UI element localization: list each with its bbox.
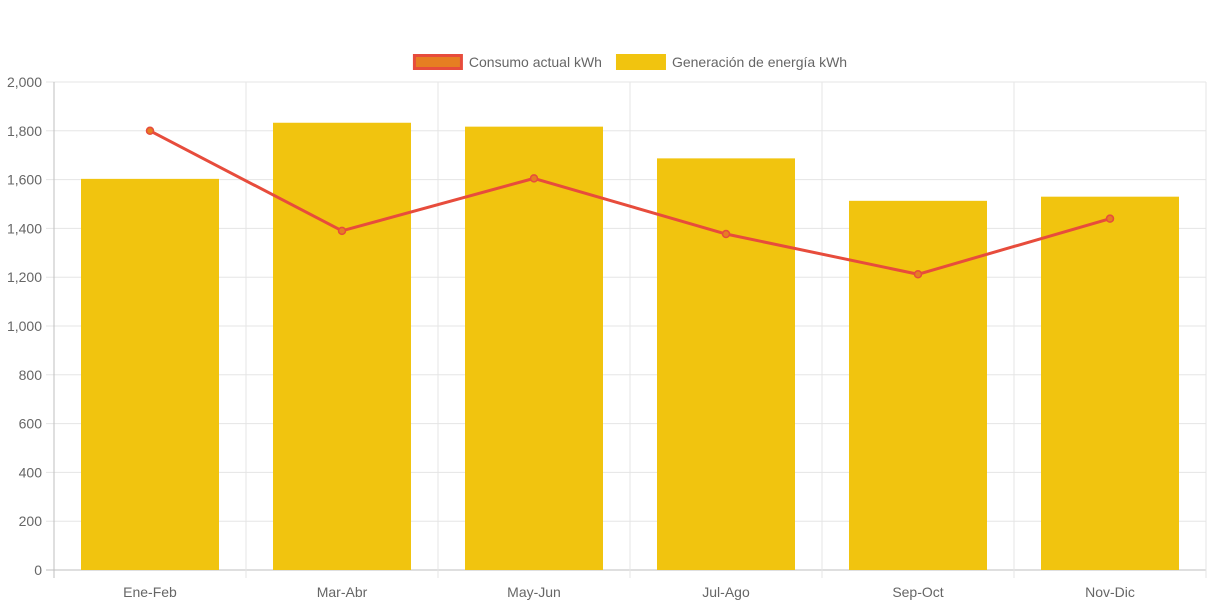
x-tick-label: Ene-Feb — [123, 584, 177, 600]
y-tick-label: 0 — [34, 562, 42, 578]
line-layer — [145, 126, 1115, 279]
legend-label: Generación de energía kWh — [672, 54, 847, 70]
grid-layer — [46, 81, 1207, 578]
legend-swatch — [615, 54, 666, 70]
y-tick-label: 400 — [19, 464, 43, 480]
y-tick-label: 600 — [19, 416, 43, 432]
bar-layer — [81, 122, 1179, 571]
point-consumo-sep-oct[interactable] — [913, 270, 923, 279]
legend-label: Consumo actual kWh — [469, 54, 602, 70]
y-tick-label: 800 — [19, 367, 43, 383]
point-consumo-ene-feb[interactable] — [145, 126, 155, 136]
y-tick-label: 1,800 — [7, 123, 42, 139]
x-tick-label: Sep-Oct — [892, 584, 943, 600]
y-tick-label: 1,400 — [7, 220, 42, 236]
x-tick-label: Nov-Dic — [1085, 584, 1135, 600]
axis-layer: 0 200 400 600 800 1,000 1,200 1,400 1,600 1,800 2,… — [7, 74, 1135, 600]
bar-generacion-mar-abr[interactable] — [273, 122, 411, 571]
y-tick-label: 1,200 — [7, 269, 42, 285]
legend-swatch — [412, 54, 463, 70]
legend-item-consumo[interactable]: Consumo actual kWh — [412, 54, 602, 70]
y-tick-label: 1,600 — [7, 172, 42, 188]
legend-item-generacion[interactable]: Generación de energía kWh — [615, 54, 847, 70]
bar-generacion-ene-feb[interactable] — [81, 178, 219, 571]
point-consumo-nov-dic[interactable] — [1105, 214, 1115, 223]
x-tick-label: Mar-Abr — [317, 584, 368, 600]
point-consumo-may-jun[interactable] — [529, 174, 539, 183]
point-consumo-mar-abr[interactable] — [337, 226, 347, 236]
point-consumo-jul-ago[interactable] — [721, 229, 731, 239]
y-tick-label: 1,000 — [7, 318, 42, 334]
bar-generacion-jul-ago[interactable] — [657, 158, 795, 570]
y-tick-label: 2,000 — [7, 74, 42, 90]
bar-generacion-sep-oct[interactable] — [849, 200, 987, 570]
bar-generacion-nov-dic[interactable] — [1041, 196, 1179, 570]
line-consumo — [148, 129, 1112, 276]
y-tick-label: 200 — [19, 513, 43, 529]
x-tick-label: May-Jun — [507, 584, 561, 600]
x-tick-label: Jul-Ago — [702, 584, 750, 600]
legend[interactable]: Consumo actual kWh Generación de energía … — [412, 54, 847, 70]
bar-generacion-may-jun[interactable] — [465, 126, 603, 570]
